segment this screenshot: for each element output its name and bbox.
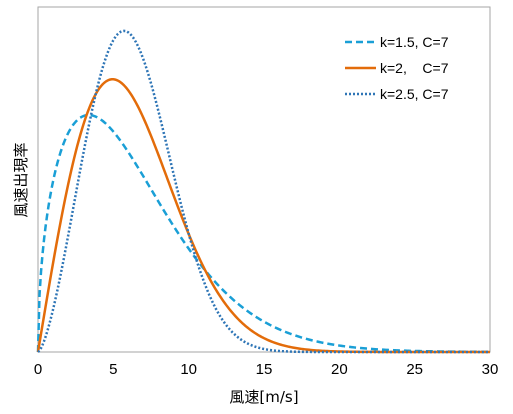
x-tick-label: 5 [109, 361, 117, 378]
plot-area [37, 6, 491, 353]
series-line-1 [36, 113, 490, 354]
x-tick-label: 15 [256, 361, 273, 378]
series-line-3 [37, 29, 490, 354]
legend: k=1.5, C=7 k=2, C=7 k=2.5, C=7 [345, 34, 449, 102]
legend-label-3: k=2.5, C=7 [380, 86, 449, 102]
x-tick-label: 30 [482, 361, 499, 378]
legend-label-2: k=2, C=7 [380, 60, 449, 76]
x-axis-title: 風速[m/s] [229, 388, 298, 406]
y-axis-title: 風速出現率 [12, 142, 30, 217]
x-tick-label: 25 [406, 361, 423, 378]
x-tick-label: 10 [180, 361, 197, 378]
legend-label-1: k=1.5, C=7 [380, 34, 449, 50]
series-layer [36, 29, 490, 354]
x-tick-label: 0 [34, 361, 42, 378]
x-tick-labels: 0 5 10 15 20 25 30 [34, 361, 499, 378]
x-tick-label: 20 [331, 361, 348, 378]
